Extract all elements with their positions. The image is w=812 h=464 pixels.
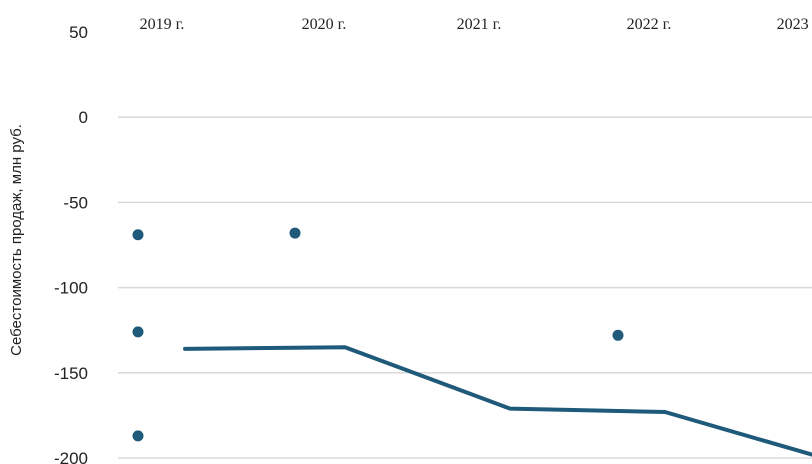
y-tick-label: 0 <box>79 108 88 127</box>
y-tick-label: 50 <box>69 23 88 42</box>
series-line <box>183 345 812 457</box>
scatter-point <box>132 430 144 442</box>
y-axis-label: Себестоимость продаж, млн руб. <box>8 124 25 356</box>
y-axis-ticks: 50 0 -50 -100 -150 -200 <box>54 23 88 464</box>
scatter-point <box>289 227 301 239</box>
scatter-point <box>132 326 144 338</box>
x-axis-ticks: 2019 г. 2020 г. 2021 г. 2022 г. 2023 г. <box>140 16 812 33</box>
x-tick-label: 2022 г. <box>627 16 672 33</box>
scatter-point <box>612 329 624 341</box>
scatter-point <box>132 229 144 241</box>
grid-lines <box>118 116 812 459</box>
series-layer <box>132 227 812 457</box>
x-tick-label: 2019 г. <box>140 16 185 33</box>
y-tick-label: -200 <box>54 449 88 464</box>
y-tick-label: -100 <box>54 279 88 298</box>
y-tick-label: -150 <box>54 364 88 383</box>
y-tick-label: -50 <box>63 193 88 212</box>
x-tick-label: 2023 г. <box>777 16 812 33</box>
x-tick-label: 2021 г. <box>457 16 502 33</box>
x-tick-label: 2020 г. <box>302 16 347 33</box>
